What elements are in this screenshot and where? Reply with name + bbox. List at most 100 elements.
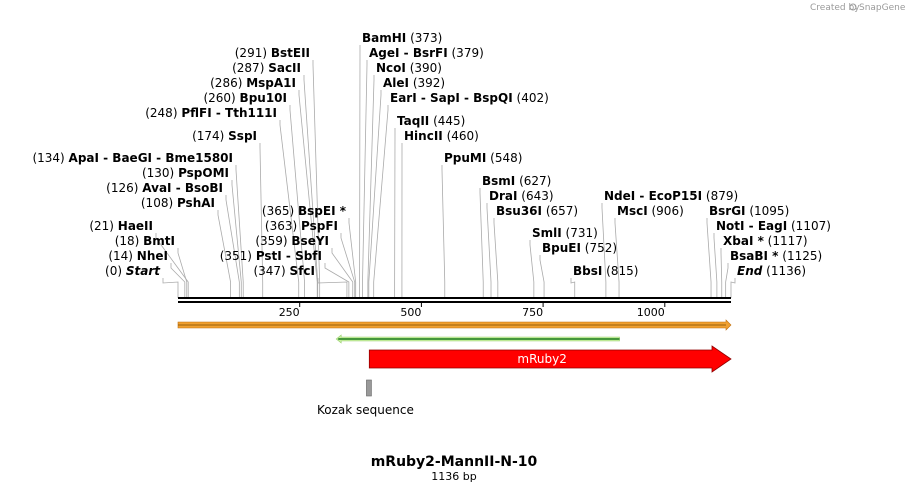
site-position: (390) [406, 61, 442, 75]
restriction-site-label: SmlI (731) [532, 226, 598, 240]
site-position: (643) [517, 189, 553, 203]
snapgene-credit: Created by SnapGene [810, 3, 906, 13]
restriction-site-label: NotI - EagI (1107) [716, 219, 831, 233]
credit-brand: SnapGene [859, 3, 906, 13]
restriction-site-label: BamHI (373) [362, 31, 442, 45]
site-name: NheI [137, 249, 168, 263]
site-name: SacII [268, 61, 301, 75]
restriction-site-label: (363) PspFI [265, 219, 338, 233]
site-position: (392) [409, 76, 445, 90]
site-position: (731) [562, 226, 598, 240]
ruler-tick-label: 1000 [637, 306, 665, 319]
site-leader-line [713, 233, 718, 298]
site-position: (351) [220, 249, 256, 263]
site-name: Bpu10I [240, 91, 287, 105]
map-title: mRuby2-MannII-N-10 [371, 454, 538, 470]
site-position: (14) [108, 249, 136, 263]
site-name: MspA1I [246, 76, 296, 90]
restriction-site-label: (351) PstI - SbfI [220, 249, 322, 263]
site-leader-line [601, 203, 607, 298]
site-position: (174) [192, 129, 228, 143]
site-leader-line [614, 218, 620, 298]
restriction-site-label: (248) PflFI - Tth111I [145, 106, 277, 120]
restriction-site-label: BsaBI * (1125) [730, 249, 822, 263]
site-leader-line [493, 218, 499, 298]
site-name: SfcI [290, 264, 315, 278]
restriction-site-label: (359) BseYI [255, 234, 329, 248]
site-leader-line [368, 90, 382, 298]
site-name: SmlI [532, 226, 562, 240]
restriction-site-label: PpuMI (548) [444, 151, 522, 165]
restriction-site-label: (260) Bpu10I [203, 91, 287, 105]
site-position: (1095) [746, 204, 790, 218]
site-name: ApaI - BaeGI - Bme1580I [69, 151, 233, 165]
restriction-site-label: XbaI * (1117) [723, 234, 808, 248]
site-name: AvaI - BsoBI [142, 181, 223, 195]
site-name: AgeI - BsrFI [369, 46, 448, 60]
site-position: (657) [542, 204, 578, 218]
site-position: (108) [141, 196, 177, 210]
restriction-site-label: AleI (392) [383, 76, 445, 90]
restriction-site-label: NdeI - EcoP15I (879) [604, 189, 738, 203]
site-position: (1107) [787, 219, 831, 233]
restriction-site-label: EarI - SapI - BspQI (402) [390, 91, 549, 105]
site-leader-line [289, 105, 305, 298]
site-leader-line [331, 248, 354, 298]
restriction-site-label: Bsu36I (657) [496, 204, 578, 218]
site-leader-line [298, 90, 318, 298]
site-name: DraI [489, 189, 517, 203]
site-position: (627) [515, 174, 551, 188]
sequence-backbone [178, 297, 731, 303]
restriction-site-label: (18) BmtI [115, 234, 175, 248]
restriction-site-label: (174) SspI [192, 129, 257, 143]
site-leader-line [162, 278, 179, 298]
site-leader-line [340, 233, 356, 298]
restriction-site-label: NcoI (390) [376, 61, 442, 75]
site-position: (126) [106, 181, 142, 195]
site-name: Start [126, 264, 161, 278]
restriction-site-label: BsrGI (1095) [709, 204, 789, 218]
restriction-site-label: (286) MspA1I [210, 76, 296, 90]
site-leader-line [720, 248, 723, 298]
site-leader-line [362, 60, 368, 298]
site-leader-line [730, 278, 736, 298]
restriction-site-label: BpuEI (752) [542, 241, 617, 255]
ruler-tick-label: 750 [522, 306, 543, 319]
restriction-site-label: (21) HaeII [89, 219, 153, 233]
site-name: AleI [383, 76, 409, 90]
site-position: (134) [32, 151, 68, 165]
site-leader-line [177, 248, 188, 298]
site-name: NdeI - EcoP15I [604, 189, 702, 203]
site-position: (379) [448, 46, 484, 60]
site-name: PstI - SbfI [256, 249, 322, 263]
site-leader-line [303, 75, 319, 298]
site-position: (460) [443, 129, 479, 143]
site-leader-line [317, 278, 348, 298]
site-name: BamHI [362, 31, 406, 45]
mruby2-feature-arrow [368, 345, 732, 373]
mruby2-feature-label: mRuby2 [517, 352, 566, 366]
site-leader-line [479, 188, 484, 298]
restriction-site-label: (126) AvaI - BsoBI [106, 181, 223, 195]
site-name: BsaBI * [730, 249, 779, 263]
restriction-site-label: (0) Start [105, 264, 161, 278]
site-leader-line [529, 240, 535, 298]
site-position: (548) [486, 151, 522, 165]
restriction-site-label: BbsI (815) [573, 264, 638, 278]
restriction-site-label: BsmI (627) [482, 174, 551, 188]
site-name: BseYI [291, 234, 329, 248]
ruler-tick-label: 500 [400, 306, 421, 319]
site-position: (1117) [764, 234, 808, 248]
site-name: BsmI [482, 174, 515, 188]
restriction-site-label: (365) BspEI * [262, 204, 347, 218]
site-leader-line [367, 75, 375, 298]
site-position: (752) [581, 241, 617, 255]
site-position: (130) [142, 166, 178, 180]
restriction-site-label: DraI (643) [489, 189, 554, 203]
site-name: Bsu36I [496, 204, 542, 218]
credit-prefix: Created by [810, 3, 860, 13]
site-name: BpuEI [542, 241, 581, 255]
site-position: (402) [513, 91, 549, 105]
site-name: TaqII [397, 114, 429, 128]
site-name: PshAI [177, 196, 215, 210]
